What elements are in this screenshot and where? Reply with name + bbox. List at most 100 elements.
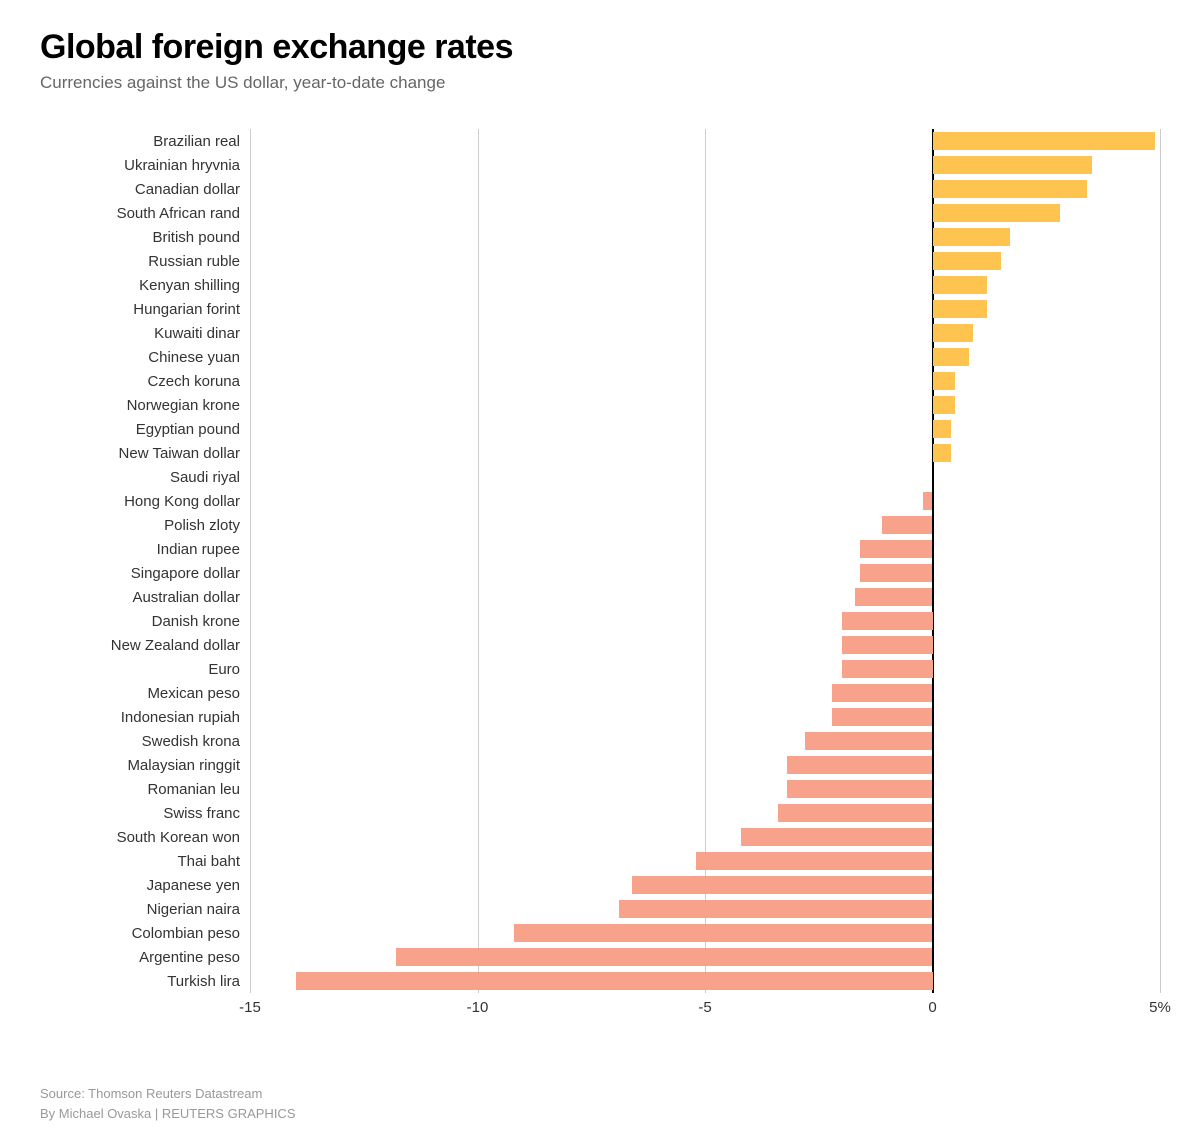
chart-bar xyxy=(933,228,1010,246)
plot-cell xyxy=(250,633,1160,657)
currency-label: Argentine peso xyxy=(40,949,250,966)
plot-cell xyxy=(250,129,1160,153)
chart-row: Russian ruble xyxy=(40,249,1160,273)
chart-row: Danish krone xyxy=(40,609,1160,633)
x-axis-tick-label: -15 xyxy=(239,999,261,1016)
plot-cell xyxy=(250,921,1160,945)
chart-row: Singapore dollar xyxy=(40,561,1160,585)
plot-cell xyxy=(250,969,1160,993)
chart-bar xyxy=(396,948,933,966)
page-title: Global foreign exchange rates xyxy=(40,28,1160,67)
plot-cell xyxy=(250,225,1160,249)
chart-row: Nigerian naira xyxy=(40,897,1160,921)
chart-bar xyxy=(933,444,951,462)
chart-bar xyxy=(842,660,933,678)
chart-row: Norwegian krone xyxy=(40,393,1160,417)
plot-cell xyxy=(250,897,1160,921)
currency-label: Romanian leu xyxy=(40,781,250,798)
plot-cell xyxy=(250,705,1160,729)
page-subtitle: Currencies against the US dollar, year-t… xyxy=(40,73,1160,93)
chart-bar xyxy=(842,612,933,630)
x-axis-tick-label: 0 xyxy=(928,999,936,1016)
chart-row: Indonesian rupiah xyxy=(40,705,1160,729)
currency-label: Indonesian rupiah xyxy=(40,709,250,726)
plot-cell xyxy=(250,345,1160,369)
currency-label: Saudi riyal xyxy=(40,469,250,486)
chart-row: Czech koruna xyxy=(40,369,1160,393)
currency-label: Nigerian naira xyxy=(40,901,250,918)
chart-page: Global foreign exchange rates Currencies… xyxy=(0,0,1200,1147)
chart-bar xyxy=(933,180,1088,198)
currency-label: Euro xyxy=(40,661,250,678)
chart-row: Turkish lira xyxy=(40,969,1160,993)
chart-bar xyxy=(787,756,933,774)
chart-row: Argentine peso xyxy=(40,945,1160,969)
chart-row: Chinese yuan xyxy=(40,345,1160,369)
plot-cell xyxy=(250,489,1160,513)
currency-label: Danish krone xyxy=(40,613,250,630)
plot-cell xyxy=(250,417,1160,441)
plot-cell xyxy=(250,681,1160,705)
plot-cell xyxy=(250,729,1160,753)
currency-label: Polish zloty xyxy=(40,517,250,534)
chart-row: Japanese yen xyxy=(40,873,1160,897)
source-line: Source: Thomson Reuters Datastream xyxy=(40,1084,296,1104)
currency-label: Norwegian krone xyxy=(40,397,250,414)
chart-row: Mexican peso xyxy=(40,681,1160,705)
chart-footer: Source: Thomson Reuters Datastream By Mi… xyxy=(40,1084,296,1123)
plot-cell xyxy=(250,561,1160,585)
chart-rows: Brazilian real Ukrainian hryvnia Canadian … xyxy=(40,129,1160,993)
currency-label: New Zealand dollar xyxy=(40,637,250,654)
chart-bar xyxy=(632,876,932,894)
chart-row: Hong Kong dollar xyxy=(40,489,1160,513)
chart-row: Swedish krona xyxy=(40,729,1160,753)
chart-bar xyxy=(619,900,933,918)
chart-row: Indian rupee xyxy=(40,537,1160,561)
chart-row: British pound xyxy=(40,225,1160,249)
plot-cell xyxy=(250,153,1160,177)
chart-bar xyxy=(296,972,933,990)
chart-row: Australian dollar xyxy=(40,585,1160,609)
plot-cell xyxy=(250,249,1160,273)
chart-row: Brazilian real xyxy=(40,129,1160,153)
plot-cell xyxy=(250,513,1160,537)
plot-cell xyxy=(250,297,1160,321)
chart-row: Canadian dollar xyxy=(40,177,1160,201)
chart-bar xyxy=(882,516,932,534)
currency-label: Hong Kong dollar xyxy=(40,493,250,510)
currency-label: Swiss franc xyxy=(40,805,250,822)
currency-label: Hungarian forint xyxy=(40,301,250,318)
chart-row: Hungarian forint xyxy=(40,297,1160,321)
chart-bar xyxy=(860,564,933,582)
plot-cell xyxy=(250,585,1160,609)
plot-cell xyxy=(250,537,1160,561)
plot-cell xyxy=(250,609,1160,633)
chart-row: Kenyan shilling xyxy=(40,273,1160,297)
x-axis-tick-label: 5% xyxy=(1149,999,1171,1016)
chart-row: Saudi riyal xyxy=(40,465,1160,489)
x-axis-tick-label: -10 xyxy=(467,999,489,1016)
chart-bar xyxy=(933,132,1156,150)
chart-row: Colombian peso xyxy=(40,921,1160,945)
currency-label: Mexican peso xyxy=(40,685,250,702)
chart-bar xyxy=(860,540,933,558)
currency-label: Swedish krona xyxy=(40,733,250,750)
currency-label: Kenyan shilling xyxy=(40,277,250,294)
chart-bar xyxy=(832,684,932,702)
currency-label: Russian ruble xyxy=(40,253,250,270)
chart-bar xyxy=(855,588,932,606)
chart-bar xyxy=(514,924,933,942)
currency-label: Indian rupee xyxy=(40,541,250,558)
currency-label: Ukrainian hryvnia xyxy=(40,157,250,174)
plot-cell xyxy=(250,825,1160,849)
currency-label: Turkish lira xyxy=(40,973,250,990)
chart-bar xyxy=(741,828,932,846)
chart-bar xyxy=(696,852,933,870)
chart-bar xyxy=(933,348,969,366)
chart-bar xyxy=(933,204,1060,222)
chart-bar xyxy=(933,324,974,342)
plot-cell xyxy=(250,201,1160,225)
chart-bar xyxy=(778,804,933,822)
chart-bar xyxy=(933,276,988,294)
chart-row: Kuwaiti dinar xyxy=(40,321,1160,345)
